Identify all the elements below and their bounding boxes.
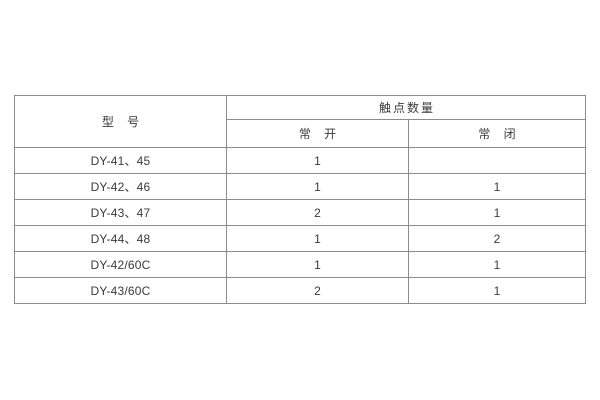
table-row: DY-44、48 1 2 [14, 225, 587, 252]
cell-normally-closed [407, 147, 587, 174]
contact-quantity-table: 型 号 触点数量 常 开 常 闭 DY-41、45 1 DY-42、46 1 1 [14, 95, 587, 304]
column-header-model: 型 号 [14, 95, 227, 148]
cell-normally-open: 1 [226, 173, 409, 200]
table-body: DY-41、45 1 DY-42、46 1 1 DY-43、47 2 1 DY-… [14, 147, 587, 304]
table-row: DY-42、46 1 1 [14, 173, 587, 200]
column-header-contact-quantity: 触点数量 [225, 95, 587, 120]
cell-normally-open: 1 [226, 225, 409, 252]
cell-model: DY-42、46 [14, 173, 227, 200]
cell-model: DY-44、48 [14, 225, 227, 252]
cell-normally-closed: 2 [407, 225, 587, 252]
column-header-normally-open: 常 开 [226, 119, 409, 148]
spec-table-container: 型 号 触点数量 常 开 常 闭 DY-41、45 1 DY-42、46 1 1 [14, 95, 587, 304]
cell-model: DY-43/60C [14, 277, 227, 304]
cell-normally-open: 2 [226, 199, 409, 226]
table-row: DY-43、47 2 1 [14, 199, 587, 226]
cell-normally-open: 2 [226, 277, 409, 304]
table-header: 型 号 触点数量 常 开 常 闭 [14, 95, 587, 148]
cell-normally-open: 1 [226, 147, 409, 174]
column-header-normally-closed: 常 闭 [407, 119, 587, 148]
cell-model: DY-41、45 [14, 147, 227, 174]
cell-model: DY-43、47 [14, 199, 227, 226]
table-header-row-top: 型 号 触点数量 [14, 95, 587, 148]
cell-model: DY-42/60C [14, 251, 227, 278]
cell-normally-closed: 1 [407, 199, 587, 226]
table-row: DY-43/60C 2 1 [14, 277, 587, 304]
cell-normally-closed: 1 [407, 251, 587, 278]
table-header-row-sub: 常 开 常 闭 [15, 119, 587, 148]
table-row: DY-42/60C 1 1 [14, 251, 587, 278]
cell-normally-closed: 1 [407, 277, 587, 304]
table-row: DY-41、45 1 [14, 147, 587, 174]
cell-normally-open: 1 [226, 251, 409, 278]
cell-normally-closed: 1 [407, 173, 587, 200]
